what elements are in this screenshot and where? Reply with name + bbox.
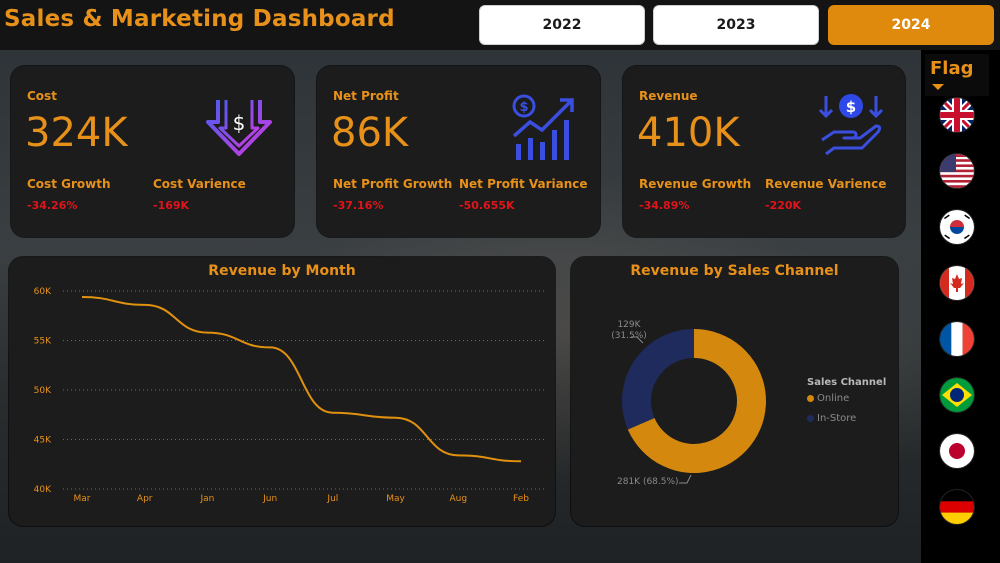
cost-value: 324K [25, 110, 128, 156]
flag-japan-icon[interactable] [940, 434, 974, 468]
y-tick-label: 60K [34, 287, 52, 297]
profit-growth-icon: $ [512, 94, 574, 160]
x-tick-label: Apr [137, 494, 153, 504]
revenue-variance-label: Revenue Varience [765, 177, 887, 191]
revenue-by-month-title: Revenue by Month [208, 263, 356, 279]
net-profit-label: Net Profit [333, 89, 399, 103]
donut-slice-instore[interactable] [622, 329, 694, 430]
revenue-growth-value: -34.89% [639, 199, 690, 212]
price-down-icon: $ [206, 100, 272, 156]
revenue-by-channel-chart: Revenue by Sales Channel Sales Channel O… [571, 257, 898, 526]
year-button-2022[interactable]: 2022 [479, 5, 645, 45]
flag-germany-icon[interactable] [940, 490, 974, 524]
x-tick-label: Jul [326, 494, 338, 504]
data-label-instore: 129K (31.5%) [611, 320, 647, 341]
year-button-2024[interactable]: 2024 [828, 5, 994, 45]
flag-south-korea-icon[interactable] [940, 210, 974, 244]
legend-item-online[interactable]: Online [807, 393, 849, 404]
legend-dot-online [807, 395, 814, 402]
flag-brazil-icon[interactable] [940, 378, 974, 412]
donut-chart-plot [622, 329, 766, 484]
y-tick-label: 55K [34, 337, 52, 347]
net-profit-growth-value: -37.16% [333, 199, 384, 212]
y-tick-label: 40K [34, 485, 52, 495]
revenue-value: 410K [637, 110, 740, 156]
cost-variance-label: Cost Varience [153, 177, 246, 191]
cost-variance-value: -169K [153, 199, 190, 212]
flag-united-kingdom-icon[interactable] [940, 98, 974, 132]
flag-france-icon[interactable] [940, 322, 974, 356]
revenue-growth-label: Revenue Growth [639, 177, 752, 191]
leader-line-online [679, 474, 692, 484]
revenue-line-series[interactable] [81, 295, 522, 463]
revenue-card: Revenue 410K Revenue Growth -34.89% Reve… [623, 66, 905, 237]
cost-growth-value: -34.26% [27, 199, 78, 212]
cost-label: Cost [27, 89, 57, 103]
net-profit-value: 86K [331, 110, 409, 156]
revenue-variance-value: -220K [765, 199, 802, 212]
revenue-label: Revenue [639, 89, 698, 103]
cost-card: Cost 324K Cost Growth -34.26% Cost Varie… [11, 66, 294, 237]
net-profit-growth-label: Net Profit Growth [333, 177, 453, 191]
leader-line-instore [631, 336, 644, 344]
revenue-by-channel-title: Revenue by Sales Channel [630, 263, 839, 279]
svg-text:$: $ [233, 111, 246, 135]
legend-title: Sales Channel [807, 377, 887, 388]
cost-growth-label: Cost Growth [27, 177, 111, 191]
revenue-by-month-chart: Revenue by Month 60K 55K 50K 45K 40K Mar Apr Ja… [9, 257, 555, 526]
revenue-hand-icon: $ [818, 94, 884, 156]
flag-canada-icon[interactable] [940, 266, 974, 300]
legend-label-online: Online [817, 393, 850, 404]
line-chart-plot: 60K 55K 50K 45K 40K Mar Apr Jan Jun Jul May Aug Feb [34, 287, 545, 504]
y-tick-label: 45K [34, 436, 52, 446]
x-tick-label: Aug [449, 494, 467, 504]
donut-slice-online[interactable] [627, 329, 766, 473]
svg-text:$: $ [846, 98, 856, 116]
y-tick-label: 50K [34, 386, 52, 396]
legend-label-instore: In-Store [817, 413, 857, 424]
x-tick-label: Feb [513, 494, 529, 504]
flag-united-states-icon[interactable] [940, 154, 974, 188]
year-button-2023[interactable]: 2023 [653, 5, 819, 45]
net-profit-variance-value: -50.655K [459, 199, 515, 212]
flag-sidebar [921, 50, 1000, 563]
x-tick-label: May [386, 494, 405, 504]
caret-down-icon [932, 84, 944, 90]
page-title: Sales & Marketing Dashboard [4, 6, 395, 32]
svg-text:$: $ [519, 100, 528, 115]
net-profit-card: Net Profit 86K Net Profit Growth -37.16%… [317, 66, 600, 237]
legend-dot-instore [807, 415, 814, 422]
data-label-online: 281K (68.5%) [617, 477, 679, 487]
x-tick-label: Jun [262, 494, 277, 504]
flag-filter-label: Flag [930, 58, 974, 79]
x-tick-label: Mar [74, 494, 91, 504]
net-profit-variance-label: Net Profit Variance [459, 177, 588, 191]
legend-item-instore[interactable]: In-Store [807, 413, 856, 424]
flag-filter-header[interactable]: Flag [925, 54, 989, 96]
x-tick-label: Jan [199, 494, 214, 504]
